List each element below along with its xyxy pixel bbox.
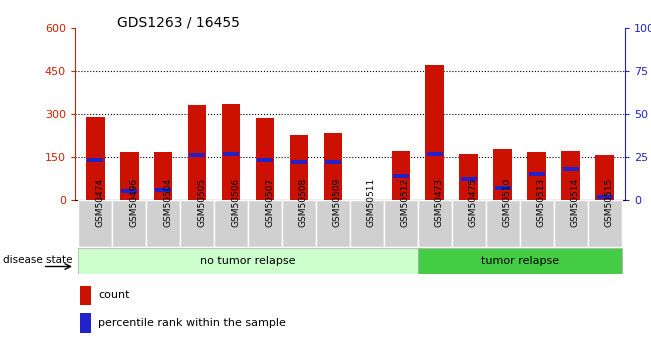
Text: GSM50511: GSM50511: [367, 178, 376, 227]
Bar: [562, 167, 579, 171]
Bar: [187, 105, 206, 200]
Bar: [189, 153, 205, 157]
Bar: [112, 200, 146, 247]
Bar: [527, 152, 546, 200]
Text: count: count: [98, 290, 130, 300]
Bar: [391, 151, 410, 200]
Bar: [146, 200, 180, 247]
Bar: [248, 200, 282, 247]
Bar: [316, 200, 350, 247]
Bar: [291, 160, 307, 164]
Bar: [180, 200, 214, 247]
Bar: [529, 172, 545, 176]
Bar: [418, 248, 622, 274]
Text: GSM50508: GSM50508: [299, 178, 308, 227]
Bar: [588, 200, 622, 247]
Bar: [427, 151, 443, 156]
Bar: [80, 313, 91, 333]
Text: tumor relapse: tumor relapse: [480, 256, 559, 266]
Bar: [282, 200, 316, 247]
Text: GSM50507: GSM50507: [265, 178, 274, 227]
Bar: [486, 200, 519, 247]
Bar: [495, 186, 510, 190]
Bar: [78, 248, 418, 274]
Text: GSM50513: GSM50513: [536, 178, 546, 227]
Text: GSM50515: GSM50515: [605, 178, 614, 227]
Text: percentile rank within the sample: percentile rank within the sample: [98, 318, 286, 328]
Bar: [121, 189, 137, 194]
Bar: [597, 195, 613, 199]
Bar: [553, 200, 588, 247]
Text: GSM50512: GSM50512: [401, 178, 410, 227]
Text: GSM50506: GSM50506: [231, 178, 240, 227]
Bar: [78, 200, 112, 247]
Bar: [493, 149, 512, 200]
Bar: [80, 286, 91, 305]
Bar: [461, 177, 477, 181]
Bar: [154, 152, 173, 200]
Bar: [426, 65, 444, 200]
Bar: [256, 118, 274, 200]
Bar: [418, 200, 452, 247]
Bar: [222, 104, 240, 200]
Text: GSM50509: GSM50509: [333, 178, 342, 227]
Bar: [325, 160, 341, 164]
Bar: [460, 154, 478, 200]
Bar: [350, 200, 384, 247]
Bar: [120, 152, 139, 200]
Bar: [290, 135, 309, 200]
Text: no tumor relapse: no tumor relapse: [201, 256, 296, 266]
Bar: [452, 200, 486, 247]
Bar: [155, 188, 171, 192]
Bar: [223, 151, 239, 156]
Bar: [86, 117, 105, 200]
Text: disease state: disease state: [3, 256, 73, 265]
Text: GSM50504: GSM50504: [163, 178, 172, 227]
Bar: [519, 200, 553, 247]
Text: GSM50475: GSM50475: [469, 178, 478, 227]
Bar: [87, 158, 103, 162]
Bar: [384, 200, 418, 247]
Text: GSM50473: GSM50473: [435, 178, 444, 227]
Text: GSM50510: GSM50510: [503, 178, 512, 227]
Bar: [214, 200, 248, 247]
Bar: [257, 158, 273, 162]
Text: GSM50505: GSM50505: [197, 178, 206, 227]
Text: GDS1263 / 16455: GDS1263 / 16455: [117, 16, 240, 30]
Text: GSM50496: GSM50496: [129, 178, 138, 227]
Bar: [393, 174, 409, 178]
Bar: [561, 151, 580, 200]
Bar: [595, 155, 614, 200]
Bar: [324, 134, 342, 200]
Text: GSM50514: GSM50514: [571, 178, 579, 227]
Text: GSM50474: GSM50474: [95, 178, 104, 227]
